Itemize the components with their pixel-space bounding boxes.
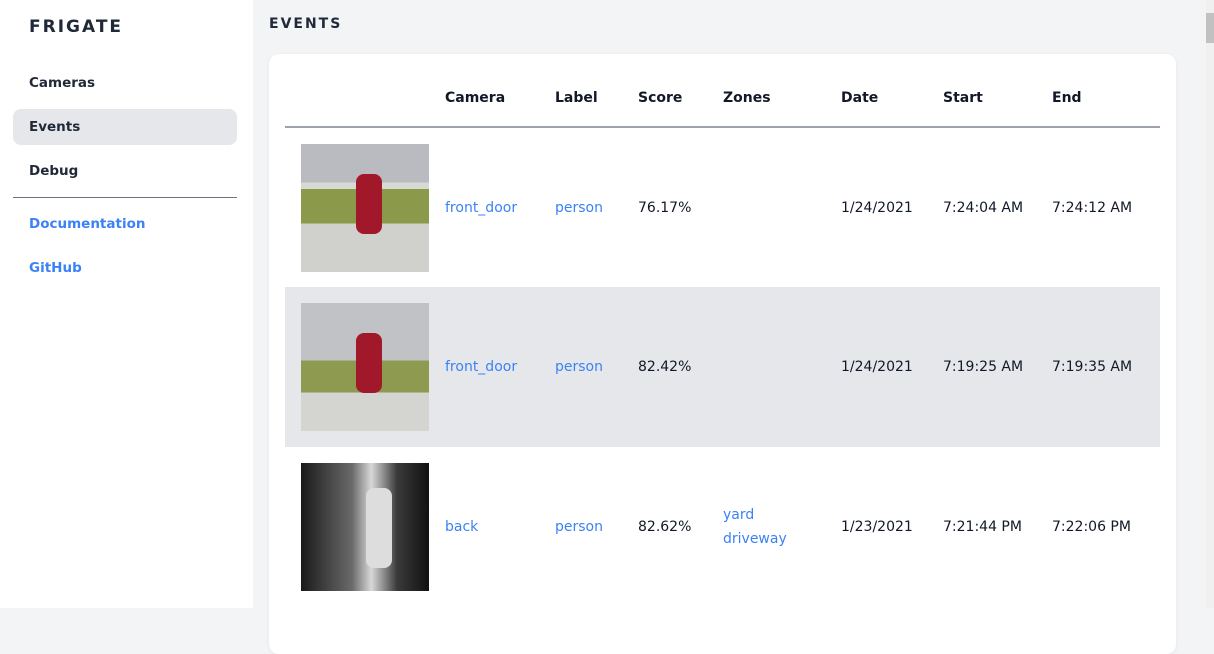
end-time: 7:24:12 AM [1052,199,1133,216]
sidebar-item-events[interactable]: Events [13,109,237,145]
date: 1/24/2021 [841,287,943,447]
score: 82.42% [638,287,723,447]
score: 82.62% [638,519,692,535]
zone-link[interactable]: driveway [723,531,787,547]
label-link[interactable]: person [555,359,603,375]
start-time: 7:24:04 AM [943,199,1024,216]
events-card: Camera Label Score Zones Date Start End … [269,54,1176,654]
header-score: Score [638,54,723,128]
start-time: 7:21:44 PM [943,519,1022,535]
event-thumbnail[interactable] [301,463,429,591]
scrollbar[interactable] [1206,0,1214,608]
zone-link[interactable]: yard [723,507,755,523]
header-end: End [1052,54,1160,128]
brand-logo: FRIGATE [29,17,124,37]
event-thumbnail[interactable] [301,143,429,272]
start-time: 7:19:25 AM [943,287,1052,447]
table-row[interactable]: front_door person 76.17% 1/24/2021 7:24:… [285,127,1160,287]
zones: yard driveway [723,447,841,607]
sidebar-divider [13,197,237,198]
event-thumbnail[interactable] [301,303,429,431]
sidebar-item-debug[interactable]: Debug [29,163,79,179]
table-row[interactable]: front_door person 82.42% 1/24/2021 7:19:… [285,287,1160,447]
page-title: EVENTS [269,16,343,32]
zones [723,287,841,447]
link-documentation[interactable]: Documentation [29,216,146,232]
date: 1/24/2021 [841,199,913,216]
link-github[interactable]: GitHub [29,260,82,276]
sidebar: FRIGATE Cameras Events Debug Documentati… [0,0,253,608]
date: 1/23/2021 [841,519,913,535]
label-link[interactable]: person [555,519,603,535]
header-start: Start [943,54,1052,128]
zones [723,127,841,287]
end-time: 7:19:35 AM [1052,287,1160,447]
camera-link[interactable]: front_door [445,359,518,375]
sidebar-item-cameras[interactable]: Cameras [29,75,96,91]
end-time: 7:22:06 PM [1052,519,1131,535]
header-camera: Camera [445,54,555,128]
label-link[interactable]: person [555,199,603,216]
header-date: Date [841,54,943,128]
scrollbar-thumb[interactable] [1206,13,1214,43]
camera-link[interactable]: back [445,519,479,535]
table-row[interactable]: back person 82.62% yard driveway 1/23/202… [285,447,1160,607]
header-zones: Zones [723,54,841,128]
header-label: Label [555,54,638,128]
header-thumbnail [285,54,445,128]
events-table: Camera Label Score Zones Date Start End … [285,54,1160,607]
score: 76.17% [638,199,692,216]
camera-link[interactable]: front_door [445,199,518,216]
